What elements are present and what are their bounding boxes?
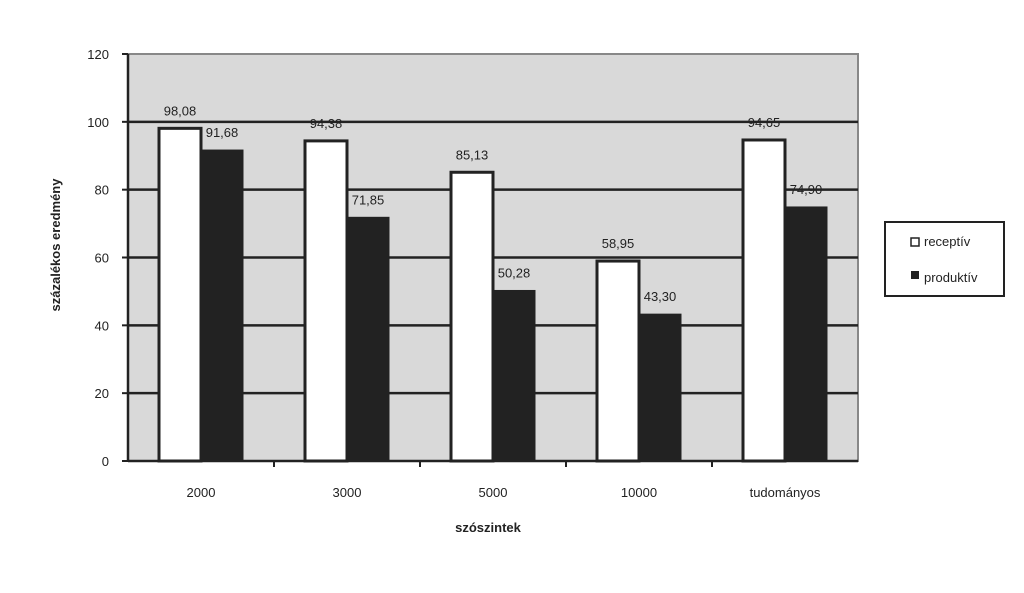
y-tick-label: 40: [95, 318, 109, 333]
bar-produktiv: [638, 313, 682, 462]
data-label: 94,38: [310, 116, 343, 131]
legend-swatch-receptiv: [910, 237, 920, 247]
bar-produktiv: [492, 289, 536, 462]
data-label: 50,28: [498, 265, 531, 280]
legend-swatch-produktiv: [911, 271, 919, 279]
x-tick-label: 3000: [333, 485, 362, 500]
bar-receptiv: [595, 259, 641, 463]
data-label: 85,13: [456, 147, 489, 162]
bar-receptiv: [449, 170, 495, 463]
x-axis-title: szószintek: [455, 520, 522, 535]
data-label: 94,65: [748, 115, 781, 130]
bar-receptiv: [157, 126, 203, 463]
bar-produktiv: [346, 216, 390, 462]
x-tick-label: 2000: [187, 485, 216, 500]
data-label: 98,08: [164, 103, 197, 118]
bar-produktiv: [200, 149, 244, 462]
bar-receptiv: [741, 138, 787, 463]
data-label: 43,30: [644, 289, 677, 304]
y-tick-label: 80: [95, 183, 109, 198]
y-tick-label: 100: [87, 115, 109, 130]
y-axis-title: százalékos eredmény: [48, 178, 63, 312]
bar-produktiv: [784, 206, 828, 462]
x-tick-label: tudományos: [750, 485, 821, 500]
data-label: 71,85: [352, 192, 385, 207]
x-tick-label: 5000: [479, 485, 508, 500]
data-label: 74,90: [790, 182, 823, 197]
legend-label-produktiv: produktív: [924, 270, 978, 285]
y-tick-label: 0: [102, 454, 109, 469]
legend-label-receptiv: receptív: [924, 234, 971, 249]
x-tick-label: 10000: [621, 485, 657, 500]
y-tick-label: 20: [95, 386, 109, 401]
data-label: 91,68: [206, 125, 239, 140]
y-tick-label: 60: [95, 251, 109, 266]
legend: receptív produktív: [884, 221, 1005, 297]
data-label: 58,95: [602, 236, 635, 251]
bar-receptiv: [303, 139, 349, 463]
y-tick-label: 120: [87, 47, 109, 62]
legend-box: [884, 221, 1005, 297]
